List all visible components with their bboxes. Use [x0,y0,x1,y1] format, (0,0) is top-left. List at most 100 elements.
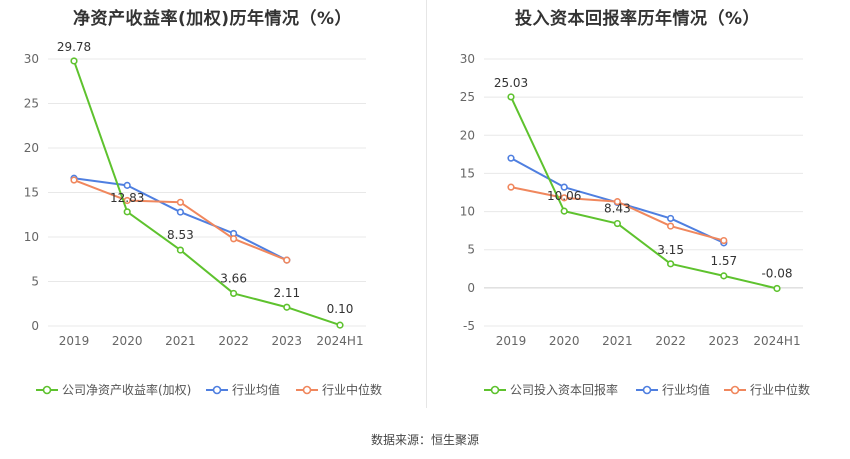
y-tick-label: 15 [460,166,475,180]
roic-chart-panel: 投入资本回报率历年情况（%） -5 0 5 10 15 20 25 30 2019 2020 202… [425,0,850,420]
legend-label: 行业均值 [662,383,711,397]
legend-label: 公司投入资本回报率 [510,383,619,397]
y-tick-label: 15 [24,186,39,200]
legend-marker [212,385,222,394]
data-label: 2.11 [273,286,300,300]
data-point [176,246,184,254]
data-point [176,198,184,206]
legend-item[interactable]: 行业中位数 [724,381,810,398]
y-tick-label: 20 [24,141,39,155]
data-point [123,181,131,189]
data-point [70,57,78,65]
data-point [123,196,131,205]
x-tick-label: 2023 [272,334,303,348]
y-tick-label: 5 [467,243,475,257]
legend-marker [302,385,312,394]
x-tick-label: 2021 [165,334,196,348]
legend-swatch-icon [484,385,506,394]
data-point [230,235,238,243]
legend-item[interactable]: 行业中位数 [296,381,382,398]
data-point [70,176,78,184]
data-point [560,194,568,202]
legend-swatch-icon [724,385,746,394]
y-tick-label: 25 [24,97,39,111]
legend-label: 行业均值 [232,383,281,397]
data-point [667,260,675,268]
data-label: 3.66 [220,271,247,285]
data-label: 0.10 [327,302,354,316]
data-point [507,183,515,191]
roe-chart-title: 净资产收益率(加权)历年情况（%） [72,9,353,29]
data-label: 8.43 [604,202,631,216]
data-label: 8.53 [167,228,194,242]
legend-marker [642,385,652,394]
data-point [283,303,291,311]
data-point [720,272,728,280]
data-point [667,214,675,223]
roe-chart-legend: 公司净资产收益率(加权) 行业均值 行业中位数 [0,381,425,401]
data-point [560,207,568,215]
series-line [73,60,341,327]
panel-divider [426,0,427,408]
legend-item[interactable]: 公司投入资本回报率 [484,381,618,398]
y-tick-label: 25 [460,90,475,104]
legend-swatch-icon [36,385,58,394]
y-tick-label: 0 [31,319,39,333]
legend-label: 行业中位数 [750,383,811,397]
legend-swatch-icon [206,385,228,394]
data-point [613,219,621,228]
legend-swatch-icon [636,385,658,394]
data-label: 10.06 [547,189,581,203]
data-point [613,198,621,206]
y-tick-label: 0 [467,281,475,295]
roic-chart-legend: 公司投入资本回报率 行业均值 行业中位数 [425,381,850,401]
legend-item[interactable]: 行业均值 [206,381,280,398]
data-point [560,183,568,191]
y-tick-label: 30 [24,52,39,66]
y-tick-label: 30 [460,52,475,66]
x-tick-label: 2022 [218,334,249,348]
y-tick-label: 10 [24,230,39,244]
x-tick-label: 2020 [549,334,580,348]
data-source-note: 数据来源：恒生聚源 [370,433,479,447]
x-tick-label: 2023 [709,334,740,348]
series-line [510,96,778,290]
data-point [123,208,131,216]
data-point [507,93,515,101]
data-point [176,208,184,216]
roic-chart: -5 0 5 10 15 20 25 30 2019 2020 2021 2022 2023 2024H1… [460,52,803,348]
data-point [667,222,675,230]
data-point [773,284,781,293]
data-point [230,289,238,298]
roe-chart-panel: 净资产收益率(加权)历年情况（%） 0 5 10 15 20 25 30 2019 2020 20… [0,0,425,420]
legend-marker [730,385,740,394]
data-point [283,256,291,264]
data-label: 25.03 [494,76,528,90]
x-tick-label: 2022 [655,334,686,348]
legend-item[interactable]: 行业均值 [636,381,710,398]
y-tick-label: 10 [460,205,475,219]
legend-marker [42,385,52,394]
x-tick-label: 2021 [602,334,633,348]
roe-chart: 0 5 10 15 20 25 30 2019 2020 2021 2022 2023 2024H1 29… [24,40,366,348]
data-label: 3.15 [657,243,684,257]
x-tick-label: 2019 [59,334,90,348]
legend-swatch-icon [296,385,318,394]
y-tick-label: -5 [463,319,475,333]
data-label: 29.78 [57,40,91,54]
x-tick-label: 2024H1 [753,334,800,348]
data-point [336,321,344,329]
data-point [507,154,515,162]
x-tick-label: 2024H1 [316,334,363,348]
legend-marker [490,385,500,394]
y-tick-label: 5 [31,275,39,289]
x-tick-label: 2019 [496,334,527,348]
legend-label: 公司净资产收益率(加权) [62,383,192,397]
legend-label: 行业中位数 [322,383,383,397]
y-tick-label: 20 [460,128,475,142]
data-label: -0.08 [761,266,792,280]
data-label: 1.57 [710,254,737,268]
roic-chart-title: 投入资本回报率历年情况（%） [514,9,761,29]
legend-item[interactable]: 公司净资产收益率(加权) [36,381,191,398]
data-label: 12.83 [110,191,144,205]
